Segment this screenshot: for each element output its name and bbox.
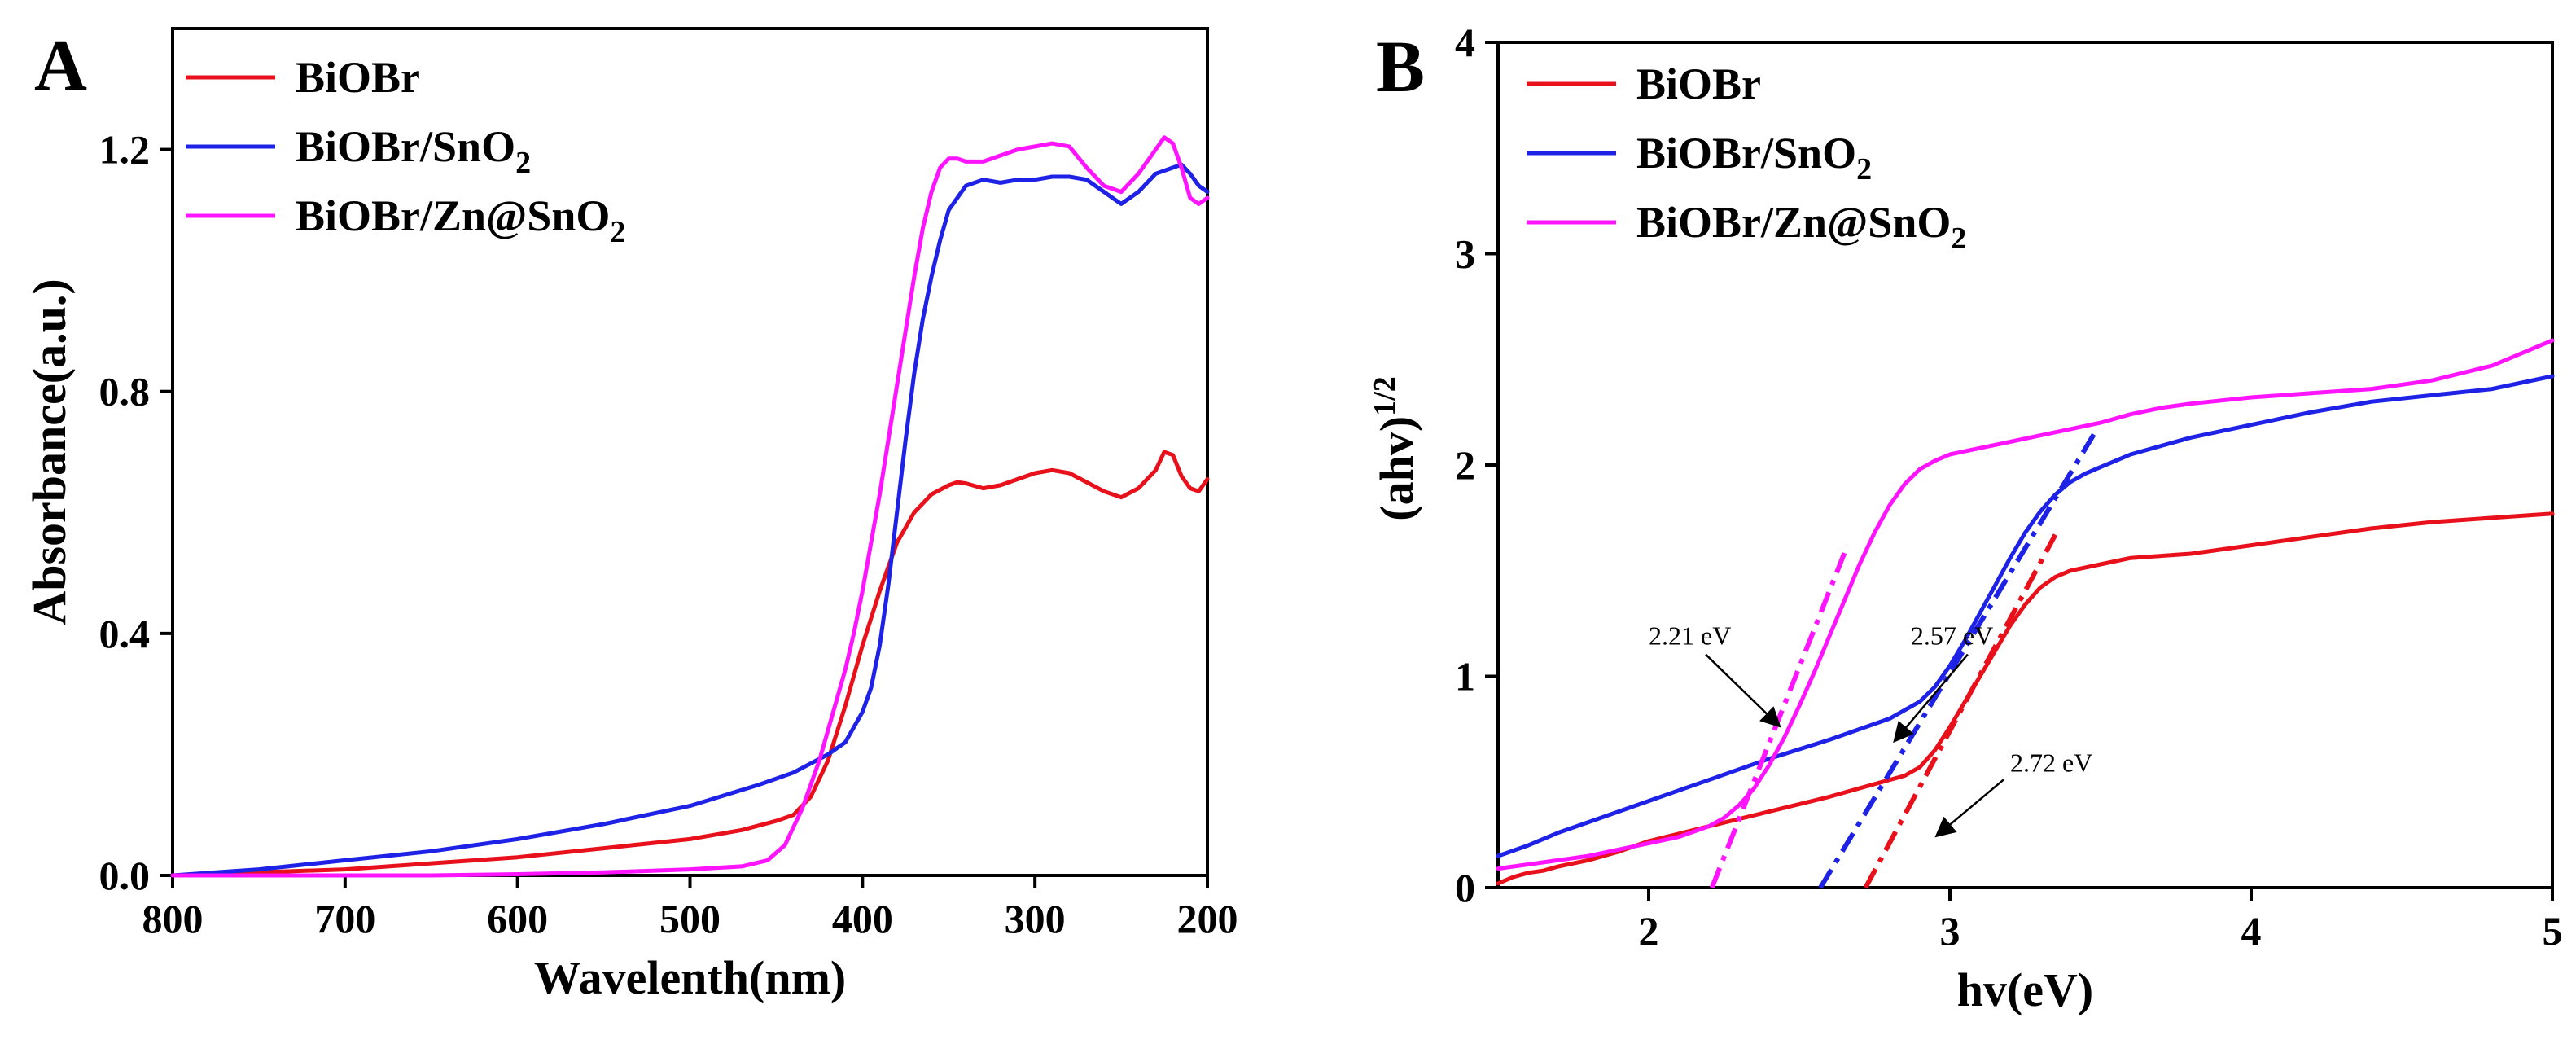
x-tick-label: 600 <box>487 896 548 941</box>
x-tick-label: 200 <box>1177 896 1238 941</box>
x-tick-label: 5 <box>2543 908 2563 954</box>
annotation-arrow <box>1705 653 1781 728</box>
panel-label-a: A <box>34 25 87 106</box>
legend-label: BiOBr/SnO <box>296 122 515 171</box>
x-tick-label: 3 <box>1940 908 1960 954</box>
annotation-label: 2.57 eV <box>1911 621 1993 651</box>
y-tick-label: 1 <box>1455 654 1475 700</box>
legend-entry: BiOBr/SnO2 <box>296 122 531 180</box>
legend-entry: BiOBr <box>296 53 420 102</box>
legend-label: BiOBr <box>296 53 420 102</box>
legend-label: BiOBr <box>1636 59 1761 108</box>
series-line-biobr-zn-sno2 <box>170 135 1210 878</box>
y-axis-label-sup: 1/2 <box>1368 376 1402 416</box>
fit-line-biobr <box>1863 533 2058 889</box>
legend-entry: BiOBr/Zn@SnO2 <box>296 191 625 249</box>
x-tick-label: 700 <box>314 896 375 941</box>
y-axis-label: (ahv)1/2 <box>1368 376 1423 520</box>
y-tick-label: 0 <box>1455 865 1475 910</box>
annotation-arrow <box>1934 779 2004 838</box>
x-axis-label: Wavelenth(nm) <box>534 951 846 1004</box>
legend-label: BiOBr/SnO <box>1636 129 1856 178</box>
x-tick-label: 400 <box>832 896 893 941</box>
y-tick-label: 0.0 <box>99 853 151 898</box>
annotation-label: 2.21 eV <box>1649 621 1731 651</box>
legend-subscript: 2 <box>1856 152 1872 186</box>
legend-entry: BiOBr/SnO2 <box>1636 129 1872 186</box>
x-tick-label: 4 <box>2241 908 2262 954</box>
series-line-biobr-zn-sno2 <box>1496 338 2555 871</box>
legend-subscript: 2 <box>515 146 531 180</box>
x-tick-label: 2 <box>1639 908 1659 954</box>
y-tick-label: 4 <box>1455 20 1475 65</box>
y-axis-label: Absorbance(a.u.) <box>23 279 76 625</box>
legend-entry: BiOBr/Zn@SnO2 <box>1636 198 1966 256</box>
y-axis-label-base: (ahv) <box>1370 416 1423 521</box>
fit-line-biobr-sno2 <box>1818 432 2097 889</box>
fit-line-biobr-zn-sno2 <box>1709 544 1850 889</box>
x-tick-label: 300 <box>1005 896 1066 941</box>
annotation-arrow <box>1893 653 1969 744</box>
series-line-biobr-sno2 <box>170 162 1210 878</box>
legend-label: BiOBr/Zn@SnO <box>296 191 610 240</box>
x-axis-label: hv(eV) <box>1957 963 2094 1016</box>
legend-label: BiOBr/Zn@SnO <box>1636 198 1951 247</box>
y-tick-label: 2 <box>1455 442 1475 488</box>
x-tick-label: 800 <box>142 896 204 941</box>
annotation-label: 2.72 eV <box>2010 748 2092 777</box>
x-tick-label: 500 <box>659 896 721 941</box>
y-tick-label: 0.4 <box>99 611 151 656</box>
legend-entry: BiOBr <box>1636 59 1761 108</box>
y-tick-label: 1.2 <box>99 127 151 173</box>
series-line-biobr <box>1496 511 2555 886</box>
series-line-biobr <box>170 450 1210 878</box>
legend-subscript: 2 <box>610 215 625 249</box>
panel-label-b: B <box>1376 27 1425 107</box>
y-tick-label: 3 <box>1455 231 1475 277</box>
y-tick-label: 0.8 <box>99 369 151 415</box>
legend-subscript: 2 <box>1951 222 1966 256</box>
panel-a: 800 700 600 500 400 300 200 0.0 0.4 0.8 1.2 Wavelen… <box>23 27 1238 1004</box>
series-line-biobr-sno2 <box>1496 374 2555 858</box>
panel-b: 2 3 4 5 0 1 2 3 4 hv(eV) (ahv)1/2 2.21 eV 2.57 eV 2.7… <box>1368 20 2563 1016</box>
